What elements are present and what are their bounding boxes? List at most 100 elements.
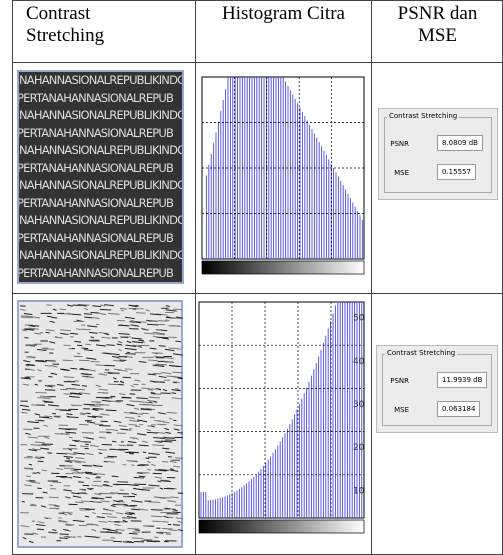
texture [166,320,170,321]
texture [176,518,183,519]
texture [89,406,100,407]
texture [173,525,180,526]
texture [107,517,117,518]
texture [52,482,61,483]
texture [98,450,107,451]
texture [71,448,77,449]
texture [178,378,183,379]
texture [172,372,182,373]
texture [122,464,126,465]
texture [155,364,167,365]
image [17,300,183,548]
texture [145,458,149,459]
texture [63,360,73,361]
y-tick-label: 5000 [353,314,368,324]
texture [82,386,87,387]
header: Contrast Stretching [14,0,136,47]
y-tick-label: 3000 [353,400,368,410]
image-text: PERTANAHANNASIONALREPUB [17,125,182,143]
header: PSNR dan MSE [385,0,490,47]
texture [29,464,32,465]
histogram [200,75,368,277]
texture [139,445,149,446]
texture [138,340,144,341]
y-tick-label: 4000 [353,357,368,367]
texture [48,376,52,377]
texture [22,501,25,502]
texture [39,417,49,418]
texture [81,501,90,502]
texture [161,522,168,523]
texture [169,509,176,510]
texture [25,365,29,366]
texture [118,357,127,358]
plot-frame [199,302,364,518]
group-box [384,117,492,193]
texture [152,445,164,446]
texture [113,484,119,485]
texture [147,432,158,433]
header: Histogram Citra [195,0,372,25]
texture [172,512,180,513]
texture [112,441,116,442]
image-text: NAHANNASIONALREPUBLIKINDO [19,72,182,90]
texture [96,318,100,319]
texture [125,369,132,370]
texture [52,317,57,318]
result-panel: Contrast Stretching PSNR 11.9939 dB MSE … [376,345,498,433]
texture [46,305,52,306]
texture [151,394,161,395]
value: 11.9939 dB [437,372,487,388]
image-text: PERTANAHANNASIONALREPUB [17,230,182,248]
texture [148,360,158,361]
texture [151,516,163,517]
texture [81,368,85,369]
texture [35,392,46,393]
texture [31,445,37,446]
texture [152,353,163,354]
texture [175,389,179,390]
texture [70,337,74,338]
value: 0.15557 [437,164,476,180]
texture [143,526,150,527]
image-text: PERTANAHANNASIONALREPUB [17,160,182,178]
texture [45,360,56,361]
texture [66,460,78,461]
texture [137,416,140,417]
label: MSE [369,406,409,414]
colorbar [199,520,364,533]
label: MSE [369,169,409,177]
histogram: 50004000300020001000 [197,300,368,536]
texture [46,332,50,333]
texture [49,505,57,506]
texture [111,533,122,534]
texture [136,313,146,314]
texture [84,314,92,315]
panel-title: Contrast Stretching [385,349,457,357]
texture [173,420,176,421]
texture [69,437,73,438]
texture [64,394,72,395]
texture [69,445,75,446]
texture [100,309,111,310]
image-text: NAHANNASIONALREPUBLIKINDO [19,247,182,265]
texture [154,537,158,538]
texture [91,498,98,499]
texture [75,389,85,390]
colorbar [202,261,364,274]
texture [99,425,111,426]
texture [105,410,116,411]
label: PSNR [369,140,409,148]
texture [106,345,114,346]
value: 0.063184 [437,401,480,417]
texture [82,348,89,349]
texture [107,456,117,457]
image-text: PERTANAHANNASIONALREPUB [17,265,182,283]
texture [34,333,41,334]
label: PSNR [369,377,409,385]
texture [85,472,92,473]
texture [50,485,53,486]
texture [30,325,39,326]
